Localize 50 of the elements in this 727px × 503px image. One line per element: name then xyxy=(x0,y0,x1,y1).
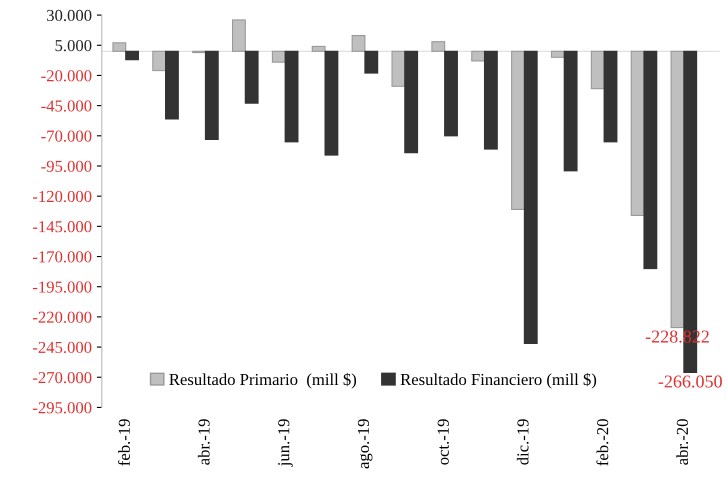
bar xyxy=(352,35,366,52)
bar xyxy=(284,50,298,142)
y-tick-label: -220.000 xyxy=(32,312,92,323)
bar xyxy=(484,50,498,150)
y-tick-label: 5.000 xyxy=(56,40,92,52)
x-tick-label: jun.-19 xyxy=(278,419,293,467)
bar xyxy=(643,50,658,270)
x-tick-label: feb.-19 xyxy=(118,419,130,466)
x-tick-label: abr.-19 xyxy=(198,419,210,465)
bar xyxy=(404,50,418,154)
bar xyxy=(232,19,246,52)
bar xyxy=(324,50,338,156)
x-tick-label: feb.-20 xyxy=(596,419,608,466)
y-tick-label: -245.000 xyxy=(32,342,92,354)
y-tick-label: -45.000 xyxy=(41,100,92,112)
y-tick-label: -195.000 xyxy=(32,281,92,293)
bar xyxy=(431,41,446,52)
bar xyxy=(604,50,618,142)
y-tick-label: 30.000 xyxy=(47,10,92,22)
y-tick-label: -70.000 xyxy=(41,130,92,142)
y-tick-label: -170.000 xyxy=(32,251,92,263)
y-tick-label: -95.000 xyxy=(41,160,92,172)
bar xyxy=(165,50,179,120)
bar xyxy=(444,50,458,136)
bar xyxy=(312,46,326,52)
x-tick-label: oct.-19 xyxy=(438,419,449,465)
bar xyxy=(524,50,538,344)
bar xyxy=(125,50,140,60)
data-label: -266.050 xyxy=(658,375,722,388)
bar xyxy=(670,50,684,328)
x-tick-label: ago.-19 xyxy=(358,419,372,468)
legend-label: Resultado Primario (mill $) xyxy=(169,372,356,389)
legend-label: Resultado Financiero (mill $) xyxy=(400,372,596,389)
y-tick-label: -295.000 xyxy=(32,402,92,414)
y-tick-label: -20.000 xyxy=(41,70,92,82)
bar xyxy=(564,50,578,172)
bar xyxy=(511,50,525,210)
bar xyxy=(590,50,605,90)
bar xyxy=(471,50,486,62)
y-tick-label: -120.000 xyxy=(32,190,92,202)
bar xyxy=(244,50,259,104)
bar xyxy=(364,50,378,74)
bar xyxy=(112,42,126,52)
bar xyxy=(391,50,406,87)
y-tick-label: -270.000 xyxy=(32,372,92,384)
bar xyxy=(630,50,645,216)
x-tick-label: abr.-20 xyxy=(676,419,688,465)
y-tick-label: -145.000 xyxy=(32,221,92,232)
x-tick-label: dic.-19 xyxy=(516,419,529,465)
bar xyxy=(204,50,219,140)
